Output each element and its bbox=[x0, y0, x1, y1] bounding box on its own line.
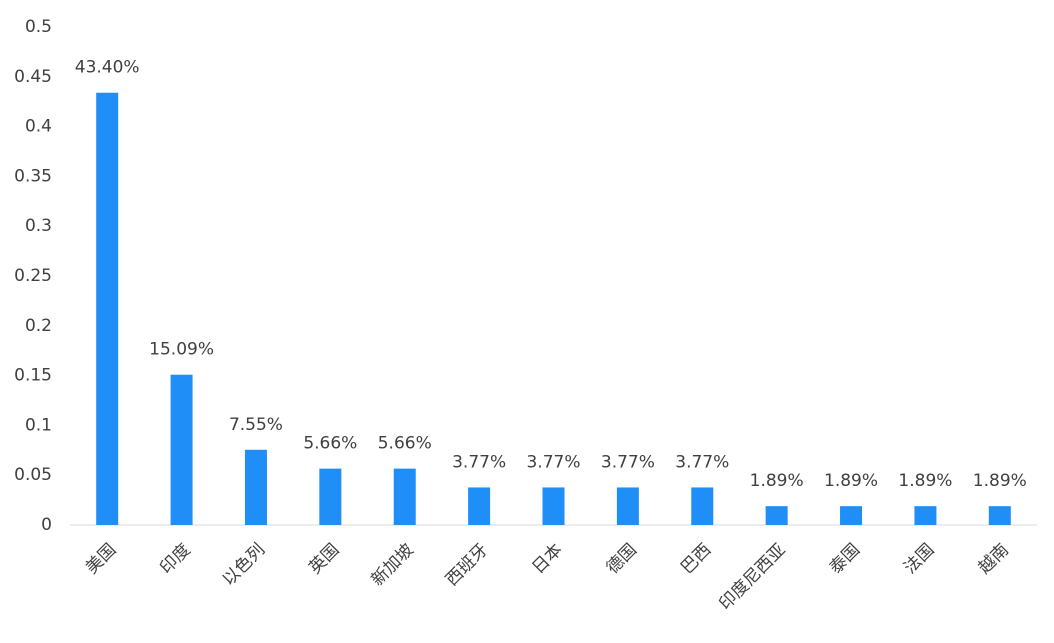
bar bbox=[319, 468, 342, 525]
x-tick-label: 印度 bbox=[156, 540, 194, 578]
x-tick-label: 以色列 bbox=[219, 540, 269, 590]
data-label: 5.66% bbox=[303, 434, 357, 454]
data-label: 7.55% bbox=[229, 415, 283, 435]
y-tick-label: 0.25 bbox=[14, 266, 52, 286]
x-tick-label: 德国 bbox=[603, 540, 641, 578]
x-tick-label: 越南 bbox=[975, 540, 1013, 578]
bar bbox=[840, 506, 863, 525]
x-tick-label: 美国 bbox=[82, 540, 120, 578]
y-tick-label: 0.45 bbox=[14, 67, 52, 87]
data-label: 5.66% bbox=[378, 434, 432, 454]
bar bbox=[988, 506, 1011, 525]
y-tick-label: 0.1 bbox=[25, 415, 52, 435]
bar bbox=[96, 92, 119, 526]
x-tick-label: 新加坡 bbox=[368, 540, 418, 590]
x-tick-label: 印度尼西亚 bbox=[715, 540, 789, 614]
data-label: 3.77% bbox=[601, 452, 655, 472]
x-tick-label: 英国 bbox=[305, 540, 343, 578]
bar bbox=[393, 468, 416, 525]
x-tick-label: 法国 bbox=[900, 540, 938, 578]
y-tick-label: 0.35 bbox=[14, 166, 52, 186]
y-tick-label: 0.4 bbox=[25, 117, 52, 137]
x-tick-label: 日本 bbox=[528, 540, 566, 578]
data-label: 15.09% bbox=[149, 340, 214, 360]
x-tick-label: 泰国 bbox=[826, 540, 864, 578]
data-label: 1.89% bbox=[898, 471, 952, 491]
x-tick-label: 巴西 bbox=[677, 540, 715, 578]
data-label: 1.89% bbox=[824, 471, 878, 491]
bar bbox=[914, 506, 937, 525]
y-tick-label: 0 bbox=[41, 515, 52, 535]
data-label: 3.77% bbox=[526, 452, 580, 472]
data-label: 3.77% bbox=[452, 452, 506, 472]
data-label: 1.89% bbox=[750, 471, 804, 491]
bar bbox=[691, 487, 714, 525]
bar bbox=[170, 374, 193, 525]
bar bbox=[765, 506, 788, 525]
y-tick-label: 0.2 bbox=[25, 316, 52, 336]
bar bbox=[616, 487, 639, 525]
data-label: 43.40% bbox=[75, 58, 140, 78]
data-label: 3.77% bbox=[675, 452, 729, 472]
bar bbox=[542, 487, 565, 525]
y-tick-label: 0.3 bbox=[25, 216, 52, 236]
y-tick-label: 0.15 bbox=[14, 366, 52, 386]
bar bbox=[468, 487, 491, 525]
y-tick-label: 0.05 bbox=[14, 465, 52, 485]
y-tick-label: 0.5 bbox=[25, 17, 52, 37]
bar bbox=[244, 449, 267, 525]
data-label: 1.89% bbox=[973, 471, 1027, 491]
x-tick-label: 西班牙 bbox=[442, 540, 492, 590]
